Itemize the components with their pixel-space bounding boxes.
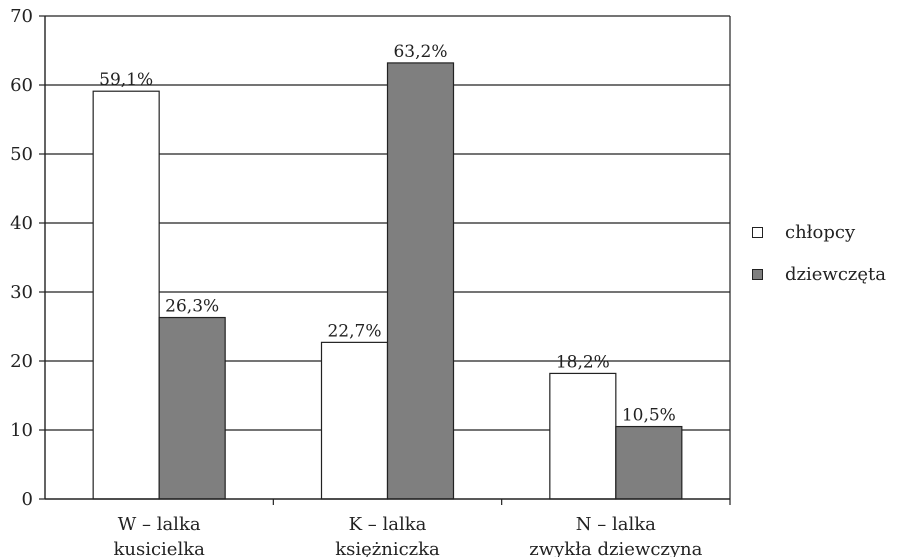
category-labels: W – lalka kusicielka K – lalka księżniczka N… — [113, 514, 702, 557]
legend-swatch-girls — [752, 269, 763, 280]
legend-item-girls: dziewczęta — [752, 264, 886, 284]
category-label: kusicielka — [113, 539, 205, 557]
y-tick-label: 60 — [10, 75, 33, 96]
category-label: N – lalka — [576, 514, 656, 535]
category-label: księżniczka — [335, 539, 440, 557]
bar-boys — [550, 373, 616, 499]
y-tick-label: 40 — [10, 213, 33, 234]
data-label: 18,2% — [556, 352, 610, 372]
bar-boys — [93, 91, 159, 499]
y-tick-labels: 0 10 20 30 40 50 60 70 — [10, 6, 33, 510]
data-label: 22,7% — [327, 321, 381, 341]
y-tick-label: 0 — [22, 489, 33, 510]
legend: chłopcy dziewczęta — [752, 222, 886, 306]
bar-girls — [388, 63, 454, 499]
y-tick-label: 10 — [10, 420, 33, 441]
category-label: K – lalka — [349, 514, 427, 535]
y-tick-label: 50 — [10, 144, 33, 165]
bars — [93, 63, 682, 499]
legend-swatch-boys — [752, 227, 763, 238]
data-label: 10,5% — [622, 406, 676, 426]
bar-girls — [159, 318, 225, 499]
y-tick-label: 70 — [10, 6, 33, 27]
legend-label-girls: dziewczęta — [785, 264, 886, 285]
data-label: 26,3% — [165, 297, 219, 317]
bar-girls — [616, 427, 682, 499]
data-label: 63,2% — [393, 42, 447, 62]
data-label: 59,1% — [99, 70, 153, 90]
y-tick-label: 30 — [10, 282, 33, 303]
bar-boys — [322, 342, 388, 499]
legend-label-boys: chłopcy — [785, 222, 855, 243]
category-label: zwykła dziewczyna — [529, 539, 702, 557]
category-label: W – lalka — [118, 514, 201, 535]
y-tick-label: 20 — [10, 351, 33, 372]
legend-item-boys: chłopcy — [752, 222, 886, 242]
